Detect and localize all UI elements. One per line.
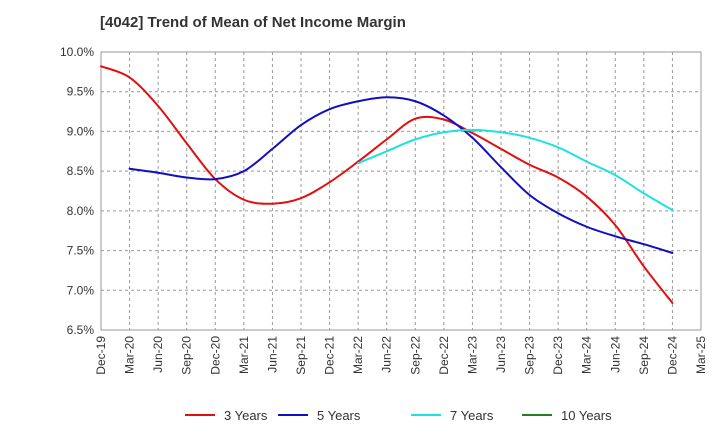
series-line-7-years xyxy=(357,128,674,212)
x-tick-label: Dec-22 xyxy=(437,336,451,375)
series-layer xyxy=(100,65,674,304)
series-line-5-years xyxy=(128,96,674,254)
y-tick-label: 7.0% xyxy=(67,283,95,297)
x-tick-label: Sep-23 xyxy=(523,336,537,375)
y-tick-label: 8.0% xyxy=(67,204,95,218)
grid-layer xyxy=(100,51,702,331)
x-tick-label: Mar-23 xyxy=(465,336,479,374)
legend-label-7-years: 7 Years xyxy=(450,408,494,423)
series-line-3-years xyxy=(100,65,674,304)
legend-label-3-years: 3 Years xyxy=(224,408,268,423)
x-tick-label: Mar-24 xyxy=(580,336,594,374)
legend-label-10-years: 10 Years xyxy=(561,408,612,423)
x-tick-label: Mar-25 xyxy=(694,336,708,374)
y-tick-label: 9.5% xyxy=(67,85,95,99)
x-tick-label: Sep-22 xyxy=(408,336,422,375)
y-tick-label: 6.5% xyxy=(67,323,95,337)
x-tick-label: Dec-21 xyxy=(323,336,337,375)
x-tick-label: Jun-23 xyxy=(494,336,508,373)
x-tick-label: Jun-24 xyxy=(608,336,622,373)
x-tick-label: Dec-24 xyxy=(665,336,679,375)
x-tick-label: Mar-21 xyxy=(237,336,251,374)
plot-area xyxy=(100,51,702,331)
x-tick-label: Mar-22 xyxy=(351,336,365,374)
x-tick-label: Mar-20 xyxy=(123,336,137,374)
x-tick-label: Dec-23 xyxy=(551,336,565,375)
legend-layer: 3 Years 5 Years 7 Years 10 Years xyxy=(185,408,612,423)
x-tick-label: Sep-21 xyxy=(294,336,308,375)
x-tick-label: Sep-24 xyxy=(637,336,651,375)
axis-layer: 6.5% 7.0% 7.5% 8.0% 8.5% 9.0% 9.5% 10.0% Dec-19 M… xyxy=(60,45,708,375)
x-tick-label: Dec-19 xyxy=(94,336,108,375)
x-tick-label: Dec-20 xyxy=(208,336,222,375)
y-tick-label: 9.0% xyxy=(67,124,95,138)
x-tick-label: Jun-20 xyxy=(151,336,165,373)
legend-label-5-years: 5 Years xyxy=(317,408,361,423)
y-tick-label: 10.0% xyxy=(60,45,94,59)
chart-title: [4042] Trend of Mean of Net Income Margi… xyxy=(100,14,406,31)
x-tick-label: Jun-21 xyxy=(265,336,279,373)
x-tick-label: Jun-22 xyxy=(380,336,394,373)
x-tick-label: Sep-20 xyxy=(180,336,194,375)
y-tick-label: 7.5% xyxy=(67,244,95,258)
y-tick-label: 8.5% xyxy=(67,164,95,178)
